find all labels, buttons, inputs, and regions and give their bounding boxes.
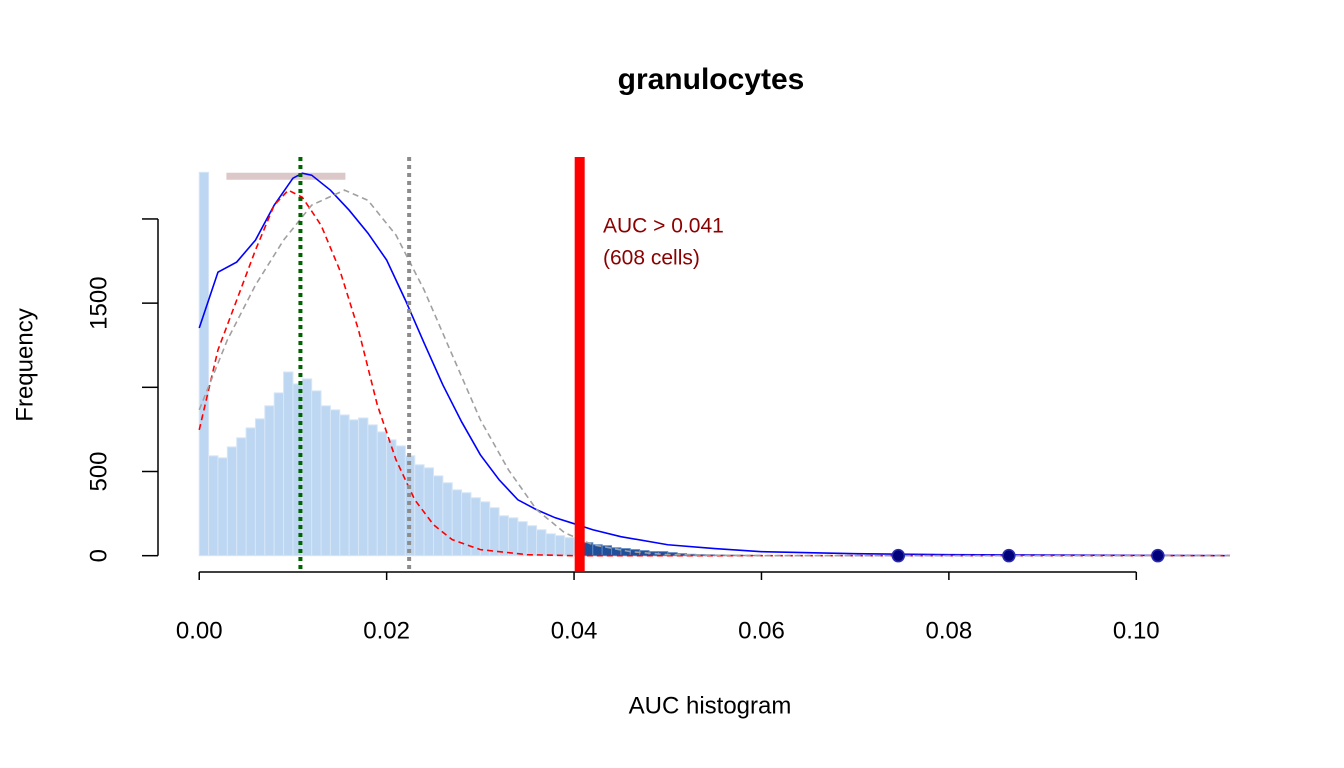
histogram-bar xyxy=(507,517,519,557)
x-tick-label: 0.10 xyxy=(1113,617,1160,644)
histogram-bar xyxy=(264,405,275,557)
histogram-bar xyxy=(254,418,266,557)
density-curve xyxy=(198,189,1230,557)
histogram-bar xyxy=(301,378,313,557)
histogram-bar xyxy=(451,489,463,557)
histogram-bar xyxy=(489,507,500,557)
histogram-bar xyxy=(198,171,210,557)
histogram-bar xyxy=(226,446,238,557)
x-tick-label: 0.04 xyxy=(551,617,598,644)
histogram-bar xyxy=(564,537,575,557)
x-tick-label: 0.00 xyxy=(176,617,223,644)
histogram-bar xyxy=(423,467,434,557)
histogram-bar xyxy=(498,515,509,557)
outlier-point xyxy=(1002,548,1016,563)
x-axis-label: AUC histogram xyxy=(629,692,792,719)
histogram-bar xyxy=(320,405,331,557)
chart-title: granulocytes xyxy=(618,63,805,96)
histogram-bar xyxy=(311,390,322,557)
y-axis-label: Frequency xyxy=(11,308,38,421)
y-tick-label: 1500 xyxy=(85,276,112,329)
y-tick-label: 500 xyxy=(85,451,112,491)
outlier-point xyxy=(1151,548,1165,563)
density-curve xyxy=(198,172,1231,557)
histogram-bar xyxy=(273,392,285,557)
x-tick-label: 0.06 xyxy=(738,617,785,644)
histogram-bar xyxy=(526,525,538,557)
x-tick-label: 0.08 xyxy=(926,617,973,644)
annotation: AUC > 0.041 xyxy=(603,215,724,238)
histogram-bar xyxy=(545,533,556,557)
histogram-bar xyxy=(245,427,256,557)
histogram-bar xyxy=(395,445,406,557)
x-tick-label: 0.02 xyxy=(363,617,410,644)
histogram-bar xyxy=(283,371,294,557)
histogram-bar xyxy=(376,431,388,557)
histogram-bar xyxy=(329,409,341,557)
outlier-point xyxy=(891,548,906,563)
histogram-bar xyxy=(217,457,228,557)
histogram-bar xyxy=(358,417,369,557)
annotation: (608 cells) xyxy=(603,247,700,270)
histogram-bar xyxy=(367,424,378,557)
histogram-bar xyxy=(517,521,528,557)
histogram-bar xyxy=(479,501,491,557)
density-curve xyxy=(198,189,1230,557)
histogram-bar xyxy=(236,437,247,557)
histogram-bar xyxy=(442,482,453,557)
histogram-bar xyxy=(582,542,594,557)
histogram-bar xyxy=(339,414,350,557)
histogram-bar xyxy=(554,535,566,557)
histogram-bar xyxy=(432,475,444,557)
y-tick-label: 0 xyxy=(85,549,112,562)
histogram-bar xyxy=(536,529,547,557)
histogram-bar xyxy=(348,419,360,557)
histogram-bar xyxy=(208,455,219,557)
